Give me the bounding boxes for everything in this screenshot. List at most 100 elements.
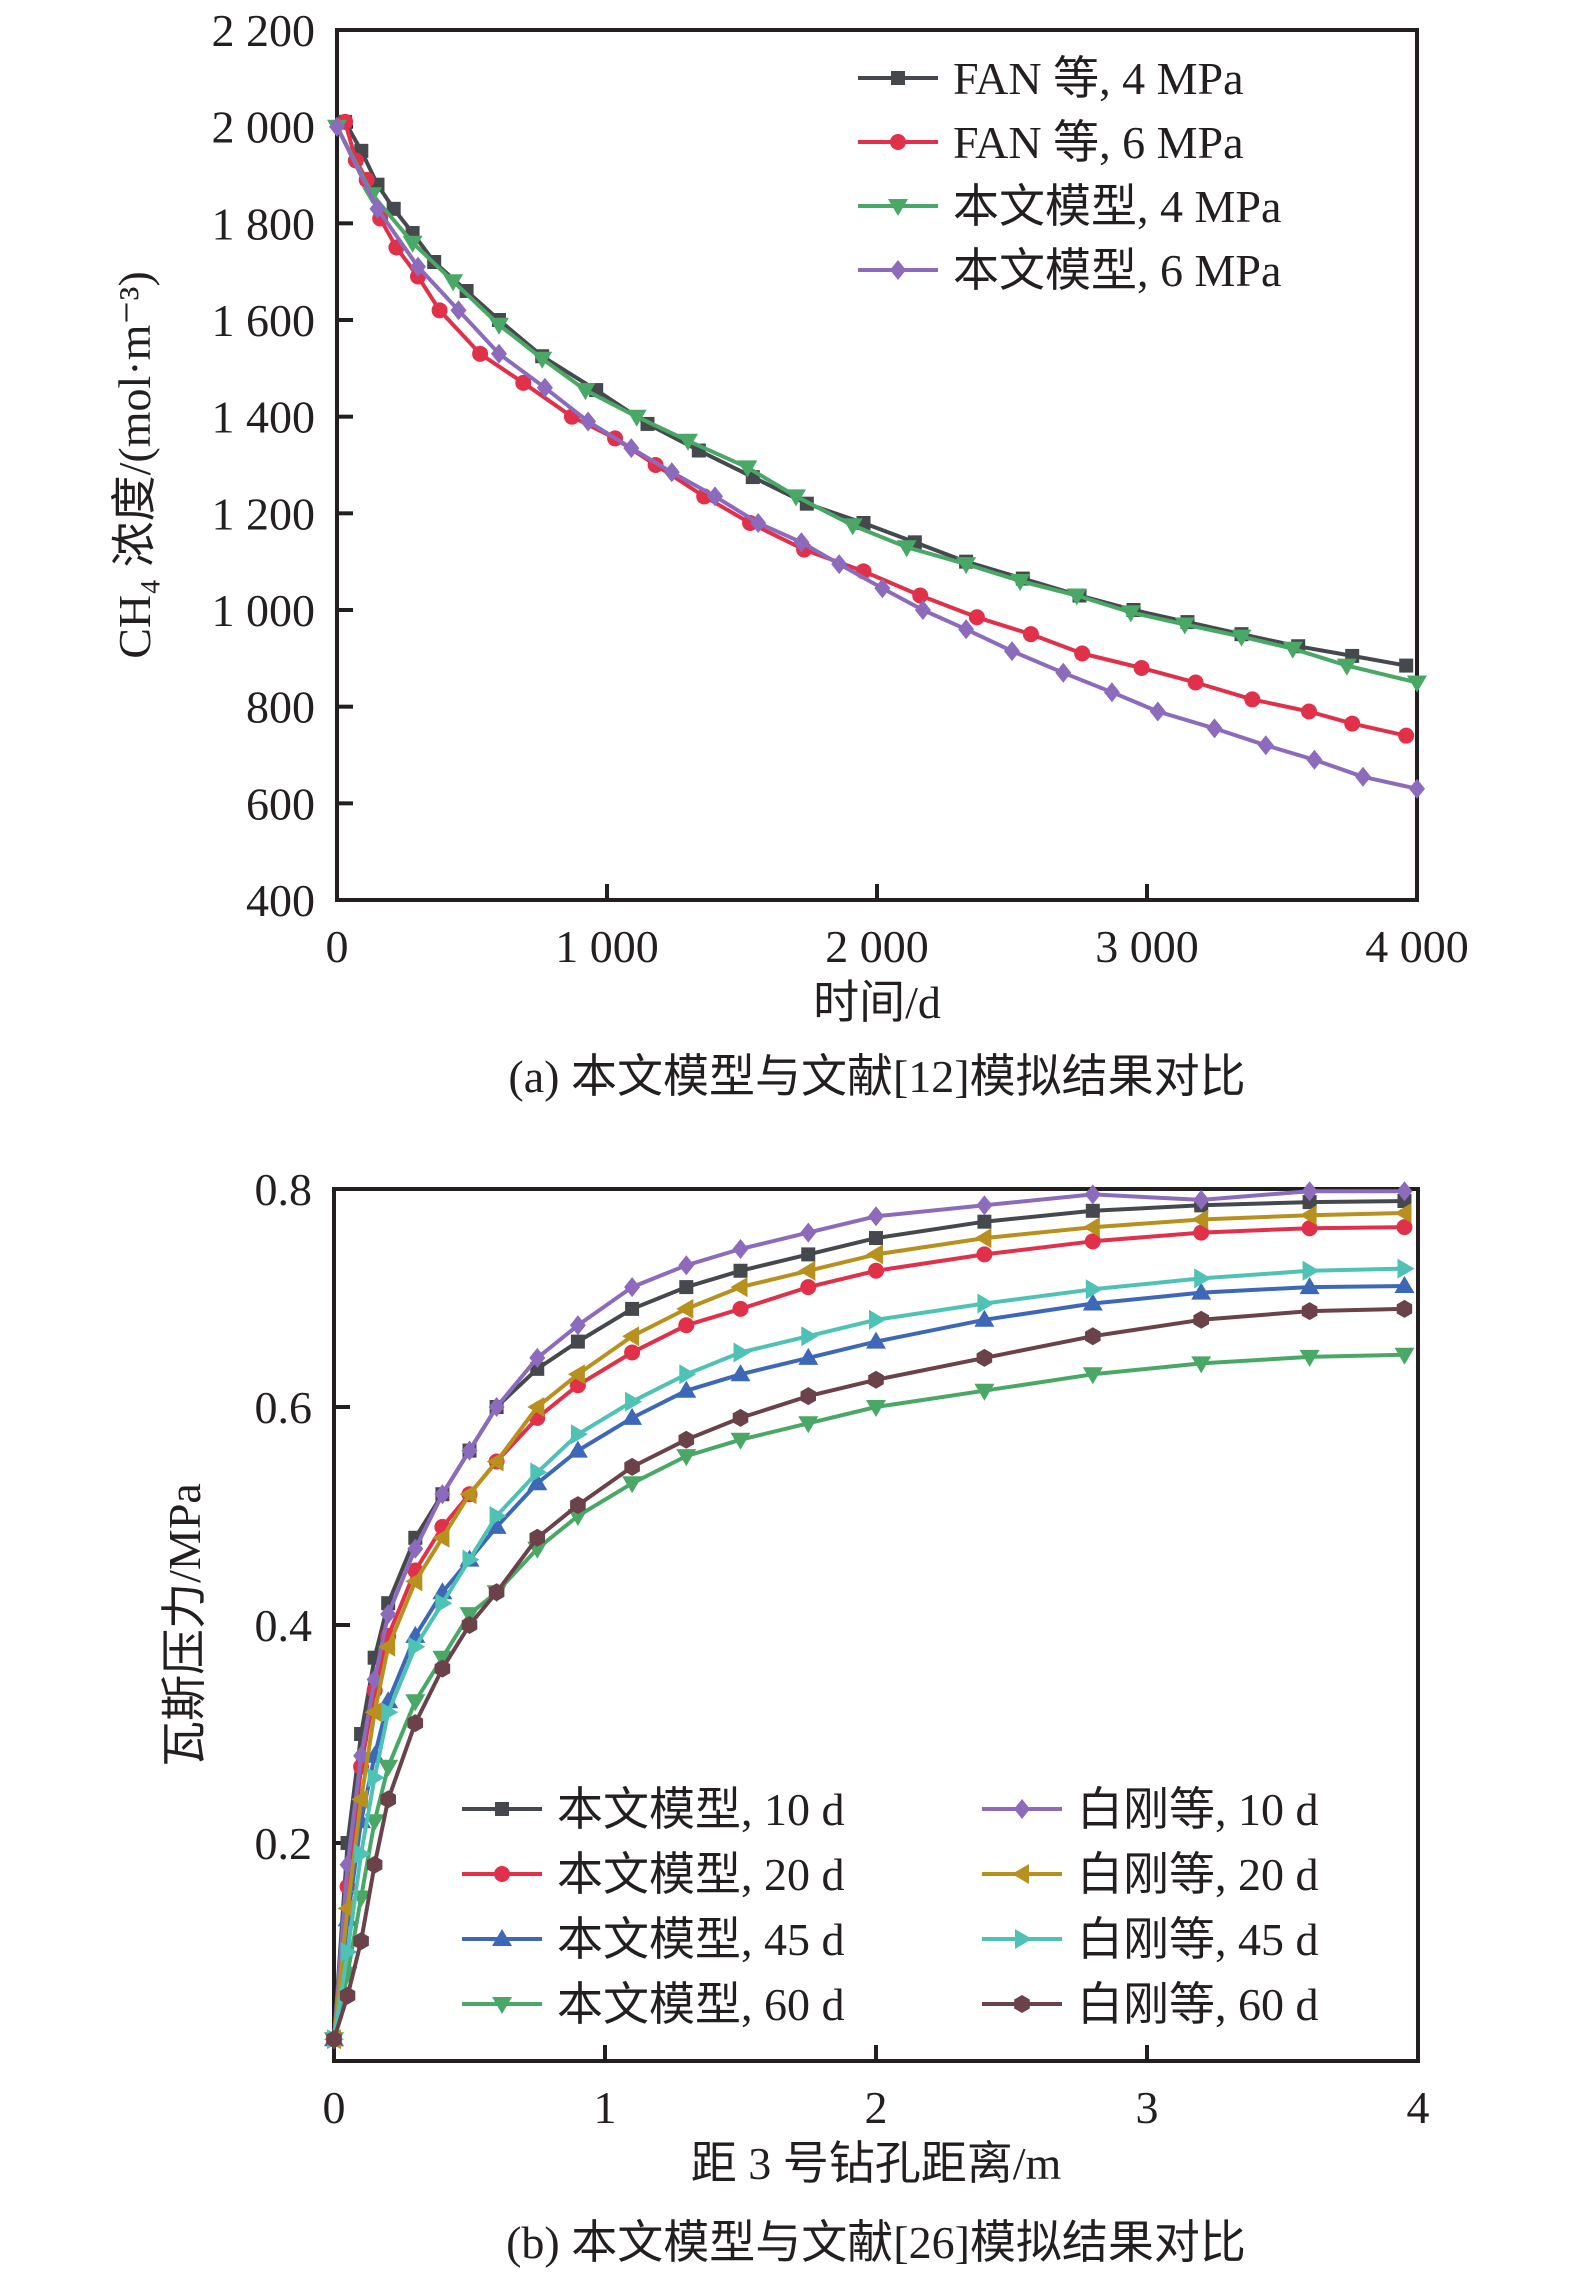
data-point [625,1391,643,1412]
data-point [405,1571,423,1592]
data-point [380,1790,396,1809]
figure-caption: (b) 本文模型与文献[26]模拟结果对比 [506,2217,1246,2268]
data-point [798,1260,816,1281]
data-point [527,1397,545,1417]
data-point [831,554,848,575]
series-3 [329,116,1425,799]
data-point [1355,766,1371,787]
x-tick-label: 2 000 [825,921,929,972]
data-point [732,1300,749,1317]
data-point [678,1317,695,1334]
data-point [732,1408,749,1427]
data-point [624,1457,640,1476]
legend-marker [890,260,906,280]
y-tick-label: 1 600 [212,295,316,346]
data-point [405,1694,426,1712]
data-point [869,1231,883,1246]
data-point [569,1315,586,1336]
data-point [366,1855,383,1874]
data-point [1193,1310,1209,1329]
data-point [868,1370,884,1389]
data-point [1085,1279,1103,1300]
data-point [896,540,917,558]
y-tick-label: 2 200 [212,5,316,56]
y-tick-label: 1 000 [212,585,316,636]
x-tick-label: 4 000 [1365,921,1469,972]
legend: 本文模型, 10 d 本文模型, 20 d 本文模型, 45 d 本文模型, 60 d… [462,1784,1319,2030]
series-line [335,125,1418,685]
data-point [486,1516,507,1534]
data-point [868,1206,884,1227]
data-point [378,1759,399,1777]
data-point [489,317,509,335]
data-point [1396,1181,1413,1202]
data-point [1257,735,1274,756]
legend-item: 本文模型, 4 MPa [858,181,1281,232]
legend-item: FAN 等, 6 MPa [858,117,1244,168]
y-tick-label: 600 [246,778,315,829]
data-point [1302,1260,1320,1281]
data-point [1206,718,1223,739]
legend-marker [495,1802,509,1816]
data-point [1082,1293,1103,1311]
data-point [977,1214,992,1229]
legend-label: FAN 等, 4 MPa [953,53,1244,104]
data-point [798,1416,819,1434]
legend-label: 白刚等, 60 d [1077,1979,1319,2030]
data-point [1084,1233,1101,1250]
data-point [459,1484,477,1505]
data-point [386,201,401,216]
data-point [730,1277,748,1298]
series-2 [327,119,1427,693]
data-point [1301,1181,1318,1202]
legend-item: 本文模型, 10 d [462,1784,845,1835]
data-point [1299,1277,1320,1295]
data-point [974,1383,995,1401]
data-point [707,486,723,507]
x-tick-label: 2 [865,2082,888,2133]
data-point [868,1262,884,1279]
data-point [1299,1205,1317,1226]
data-point [567,1509,588,1526]
legend-marker [492,1929,512,1946]
x-tick-label: 0 [323,2082,346,2133]
data-point [976,1348,993,1367]
data-point [866,1400,886,1417]
data-point [1074,645,1091,662]
data-point [461,1440,478,1461]
data-point [1231,629,1252,647]
data-point [1344,715,1361,732]
legend-label: 白刚等, 20 d [1077,1849,1319,1900]
data-point [793,532,810,553]
series-6 [327,1258,1415,2050]
data-point [1336,658,1357,676]
data-point [1397,1258,1415,1279]
data-point [532,351,553,369]
data-point [459,1607,480,1625]
data-point [351,1789,369,1810]
data-point [679,1364,697,1385]
legend-item: 本文模型, 60 d [462,1979,845,2030]
data-point [1082,1217,1100,1238]
legend-label: 本文模型, 45 d [557,1914,845,1965]
data-point [575,383,596,401]
legend-label: 本文模型, 60 d [557,1979,845,2030]
data-point [329,116,345,137]
data-point [1194,1268,1212,1289]
y-tick-label: 1 400 [212,392,316,443]
data-point [678,433,698,451]
data-point [378,1636,396,1657]
data-point [1187,674,1204,691]
data-point [842,518,863,536]
data-point [958,619,975,640]
data-point [339,1986,356,2005]
data-point [1301,1220,1318,1237]
data-point [977,1293,995,1314]
data-point [1409,778,1425,799]
y-tick-label: 400 [246,875,315,926]
data-point [461,1616,478,1634]
data-point [567,1440,588,1458]
figure-caption: (a) 本文模型与文献[12]模拟结果对比 [508,1051,1245,1102]
data-point [340,1942,358,1962]
legend-marker [888,199,908,216]
